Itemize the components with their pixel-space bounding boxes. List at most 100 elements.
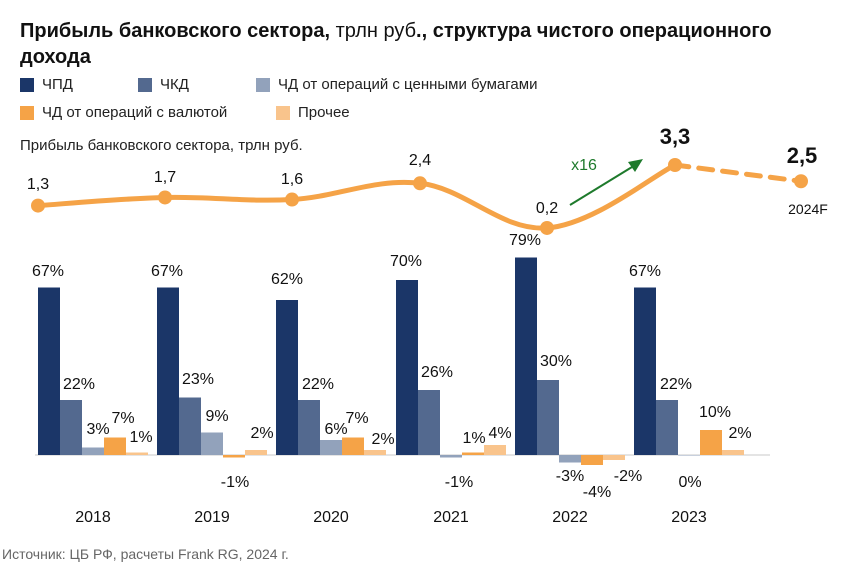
bar-value-label: 22% [660, 376, 692, 393]
bar-чд-от-операций-с-валютой-2019 [223, 455, 245, 458]
bar-чд-от-операций-с-ценными-бумагами-2020 [320, 440, 342, 455]
bar-чпд-2018 [38, 287, 60, 455]
forecast-year-label: 2024F [788, 201, 828, 217]
line-value-label: 2,5 [787, 143, 818, 168]
legend-swatch [276, 105, 290, 120]
bar-прочее-2023 [722, 450, 744, 455]
bar-value-label: 79% [509, 232, 541, 249]
line-point-2024F [794, 174, 808, 189]
bar-чд-от-операций-с-валютой-2022 [581, 455, 603, 465]
bar-чпд-2020 [276, 300, 298, 455]
bar-value-label: -2% [614, 468, 642, 485]
line-value-label: 0,2 [536, 200, 558, 217]
bar-чд-от-операций-с-ценными-бумагами-2022 [559, 455, 581, 463]
bar-value-label: -3% [556, 468, 584, 485]
bar-прочее-2022 [603, 455, 625, 460]
bar-value-label: 2% [371, 431, 394, 448]
profit-line-forecast [672, 162, 804, 184]
bar-value-label: 3% [86, 421, 109, 438]
growth-arrow-head [628, 159, 643, 172]
bar-чкд-2021 [418, 390, 440, 455]
legend-label: ЧКД [160, 76, 189, 93]
legend-swatch [256, 77, 270, 92]
bar-прочее-2019 [245, 450, 267, 455]
bar-value-label: 67% [151, 263, 183, 280]
title-bold-part-2: ., структура чистого операционного доход… [20, 20, 772, 68]
bar-прочее-2021 [484, 445, 506, 455]
bar-чпд-2023 [634, 287, 656, 455]
line-point-2020 [285, 192, 299, 207]
line-value-label: 2,4 [409, 152, 431, 169]
bar-value-label: 6% [324, 421, 347, 438]
source-note: Источник: ЦБ РФ, расчеты Frank RG, 2024 … [2, 546, 289, 562]
bar-чд-от-операций-с-валютой-2018 [104, 437, 126, 455]
bar-чпд-2022 [515, 257, 537, 455]
title-normal-part: трлн руб [330, 20, 417, 42]
bar-чд-от-операций-с-ценными-бумагами-2018 [82, 447, 104, 455]
line-value-label: 1,3 [27, 176, 49, 193]
bar-чд-от-операций-с-ценными-бумагами-2023 [678, 455, 700, 456]
bar-value-label: 62% [271, 271, 303, 288]
line-point-2021 [413, 176, 427, 191]
x-tick-label: 2022 [552, 509, 588, 526]
line-point-2022 [540, 220, 554, 235]
bar-чпд-2019 [157, 287, 179, 455]
title-bold-part: Прибыль банковского сектора, [20, 20, 331, 42]
bar-чпд-2021 [396, 280, 418, 455]
bar-чкд-2019 [179, 397, 201, 455]
bar-чкд-2018 [60, 400, 82, 455]
growth-arrow [569, 166, 633, 206]
legend-item-currency: ЧД от операций с валютой [20, 104, 227, 121]
bar-чкд-2020 [298, 400, 320, 455]
line-point-2018 [31, 198, 45, 213]
bar-value-label: -1% [221, 474, 249, 491]
bar-value-label: 67% [32, 263, 64, 280]
bar-value-label: 10% [699, 404, 731, 421]
bar-чкд-2022 [537, 380, 559, 455]
bar-value-label: 4% [488, 425, 511, 442]
profit-line [35, 162, 678, 231]
bar-value-label: 1% [129, 429, 152, 446]
legend-label: Прочее [298, 104, 350, 121]
bar-value-label: 30% [540, 353, 572, 370]
x-tick-label: 2023 [671, 509, 707, 526]
line-value-label: 1,6 [281, 171, 303, 188]
legend-item-chkd: ЧКД [138, 76, 189, 93]
x-tick-label: 2018 [75, 509, 111, 526]
line-chart-subtitle: Прибыль банковского сектора, трлн руб. [20, 137, 303, 154]
bar-value-label: 70% [390, 253, 422, 270]
bar-чкд-2023 [656, 400, 678, 455]
legend-label: ЧД от операций с ценными бумагами [278, 76, 538, 93]
bar-value-label: -1% [445, 474, 473, 491]
bar-прочее-2020 [364, 450, 386, 455]
bar-value-label: 7% [111, 410, 134, 427]
bar-value-label: 1% [462, 430, 485, 447]
line-point-2019 [158, 190, 172, 205]
x-tick-label: 2020 [313, 509, 349, 526]
legend-item-securities: ЧД от операций с ценными бумагами [256, 76, 537, 93]
legend-label: ЧД от операций с валютой [42, 104, 228, 121]
bar-value-label: -4% [583, 484, 611, 501]
bar-чд-от-операций-с-валютой-2023 [700, 430, 722, 455]
bar-value-label: 22% [302, 376, 334, 393]
growth-annotation: x16 [571, 157, 597, 174]
bar-value-label: 9% [205, 408, 228, 425]
legend-swatch [138, 77, 152, 92]
legend-item-other: Прочее [276, 104, 350, 121]
legend-item-chpd: ЧПД [20, 76, 73, 93]
legend-label: ЧПД [42, 76, 73, 93]
line-value-label: 3,3 [660, 124, 691, 149]
bar-чд-от-операций-с-валютой-2021 [462, 452, 484, 455]
line-point-2023 [668, 158, 682, 172]
bar-value-label: 2% [250, 425, 273, 442]
line-value-label: 1,7 [154, 169, 176, 186]
bar-value-label: 7% [345, 410, 368, 427]
bar-чд-от-операций-с-валютой-2020 [342, 437, 364, 455]
bar-value-label: 2% [728, 425, 751, 442]
chart-title: Прибыль банковского сектора, трлн руб., … [20, 18, 780, 70]
legend-swatch [20, 77, 34, 92]
bar-чд-от-операций-с-ценными-бумагами-2019 [201, 432, 223, 455]
legend-swatch [20, 105, 34, 120]
x-tick-label: 2021 [433, 509, 469, 526]
